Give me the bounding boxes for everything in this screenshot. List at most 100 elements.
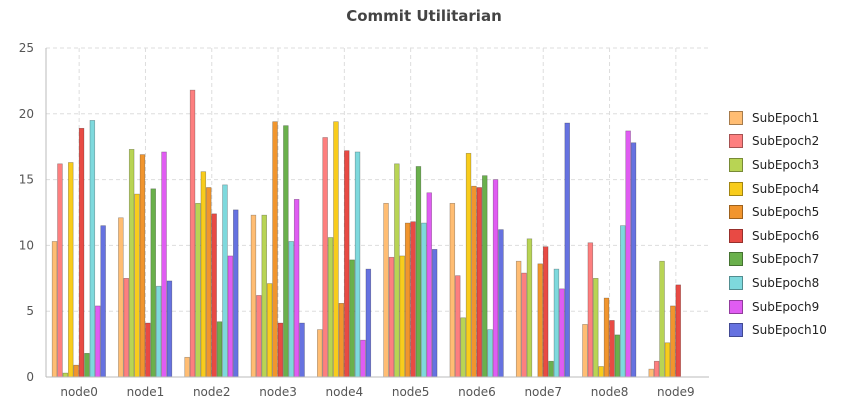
bar: [465, 152, 472, 378]
legend-swatch: [729, 181, 743, 196]
bar: [299, 322, 305, 378]
x-tick-label: node4: [326, 385, 364, 399]
bar: [139, 154, 146, 378]
bar: [614, 334, 621, 378]
legend-swatch: [729, 252, 743, 267]
bar: [62, 372, 69, 378]
x-tick-label: node8: [591, 385, 629, 399]
bar: [625, 130, 631, 378]
legend-swatch: [729, 275, 743, 290]
bar: [455, 275, 461, 378]
legend-item[interactable]: SubEpoch9: [729, 295, 827, 319]
x-tick-label: node1: [127, 385, 165, 399]
x-tick-label: node0: [60, 385, 98, 399]
bar: [648, 368, 654, 378]
bar: [449, 202, 456, 378]
bar: [515, 260, 522, 378]
bar: [233, 209, 239, 378]
legend-item[interactable]: SubEpoch8: [729, 271, 827, 295]
bar: [317, 329, 323, 378]
bar: [542, 246, 549, 378]
bar: [410, 221, 416, 378]
bar: [51, 241, 58, 378]
bar: [145, 322, 151, 378]
bar: [89, 120, 96, 378]
bar: [200, 171, 207, 378]
y-tick-label: 15: [19, 173, 34, 187]
legend-label: SubEpoch6: [752, 228, 820, 243]
legend-swatch: [729, 110, 743, 125]
bar: [327, 237, 334, 378]
bar: [216, 321, 223, 378]
bar: [388, 256, 395, 378]
y-tick-label: 20: [19, 107, 34, 121]
legend-swatch: [729, 228, 743, 243]
legend-item[interactable]: SubEpoch6: [729, 224, 827, 248]
legend-swatch: [729, 299, 743, 314]
bar: [471, 185, 477, 378]
bar: [277, 322, 284, 378]
legend-item[interactable]: SubEpoch7: [729, 248, 827, 272]
bar: [598, 366, 604, 378]
bar: [338, 303, 345, 378]
legend-item[interactable]: SubEpoch2: [729, 130, 827, 154]
bar: [426, 192, 432, 378]
bar: [128, 149, 135, 378]
bar: [675, 284, 681, 378]
bar: [272, 121, 278, 378]
bar: [553, 268, 560, 378]
bar: [123, 277, 129, 378]
legend-label: SubEpoch1: [752, 110, 820, 125]
bar: [68, 162, 74, 378]
bar: [383, 202, 389, 378]
bar: [256, 295, 262, 378]
bar: [293, 199, 300, 378]
legend-item[interactable]: SubEpoch10: [729, 318, 827, 342]
bar: [659, 260, 665, 378]
legend-item[interactable]: SubEpoch1: [729, 106, 827, 130]
bar: [222, 184, 228, 378]
legend-item[interactable]: SubEpoch3: [729, 153, 827, 177]
bar: [333, 121, 339, 378]
y-tick-label: 5: [26, 304, 34, 318]
bar: [587, 242, 594, 378]
bar: [664, 342, 671, 378]
x-tick-label: node9: [657, 385, 695, 399]
bar: [206, 187, 212, 378]
legend-label: SubEpoch4: [752, 181, 820, 196]
bar: [487, 329, 493, 378]
x-tick-label: node5: [392, 385, 430, 399]
legend-swatch: [729, 205, 743, 220]
chart-title: Commit Utilitarian: [346, 7, 502, 25]
bar: [288, 241, 294, 378]
bar: [155, 285, 162, 378]
bar: [250, 214, 257, 378]
bar: [57, 163, 63, 378]
bar: [73, 364, 79, 378]
bar: [150, 188, 156, 378]
bar: [78, 127, 85, 378]
x-tick-labels: node0 node1 node2 node3 node4 node5 node6 node7…: [60, 385, 694, 399]
legend-item[interactable]: SubEpoch5: [729, 200, 827, 224]
legend-label: SubEpoch5: [752, 205, 820, 220]
bar: [84, 353, 90, 378]
legend-swatch: [729, 134, 743, 149]
bar: [498, 229, 504, 378]
legend-item[interactable]: SubEpoch4: [729, 177, 827, 201]
bar: [166, 280, 173, 378]
x-tick-label: node7: [524, 385, 562, 399]
bar: [670, 305, 676, 378]
bar: [620, 225, 626, 378]
legend-swatch: [729, 323, 743, 338]
x-tick-label: node3: [259, 385, 297, 399]
legend-label: SubEpoch7: [752, 252, 820, 267]
bar: [354, 151, 361, 378]
bar: [189, 89, 196, 378]
bar: [365, 268, 372, 378]
bar: [211, 213, 217, 378]
bar: [118, 217, 124, 378]
bar: [134, 193, 140, 378]
bar: [609, 320, 615, 378]
bar: [360, 339, 366, 378]
